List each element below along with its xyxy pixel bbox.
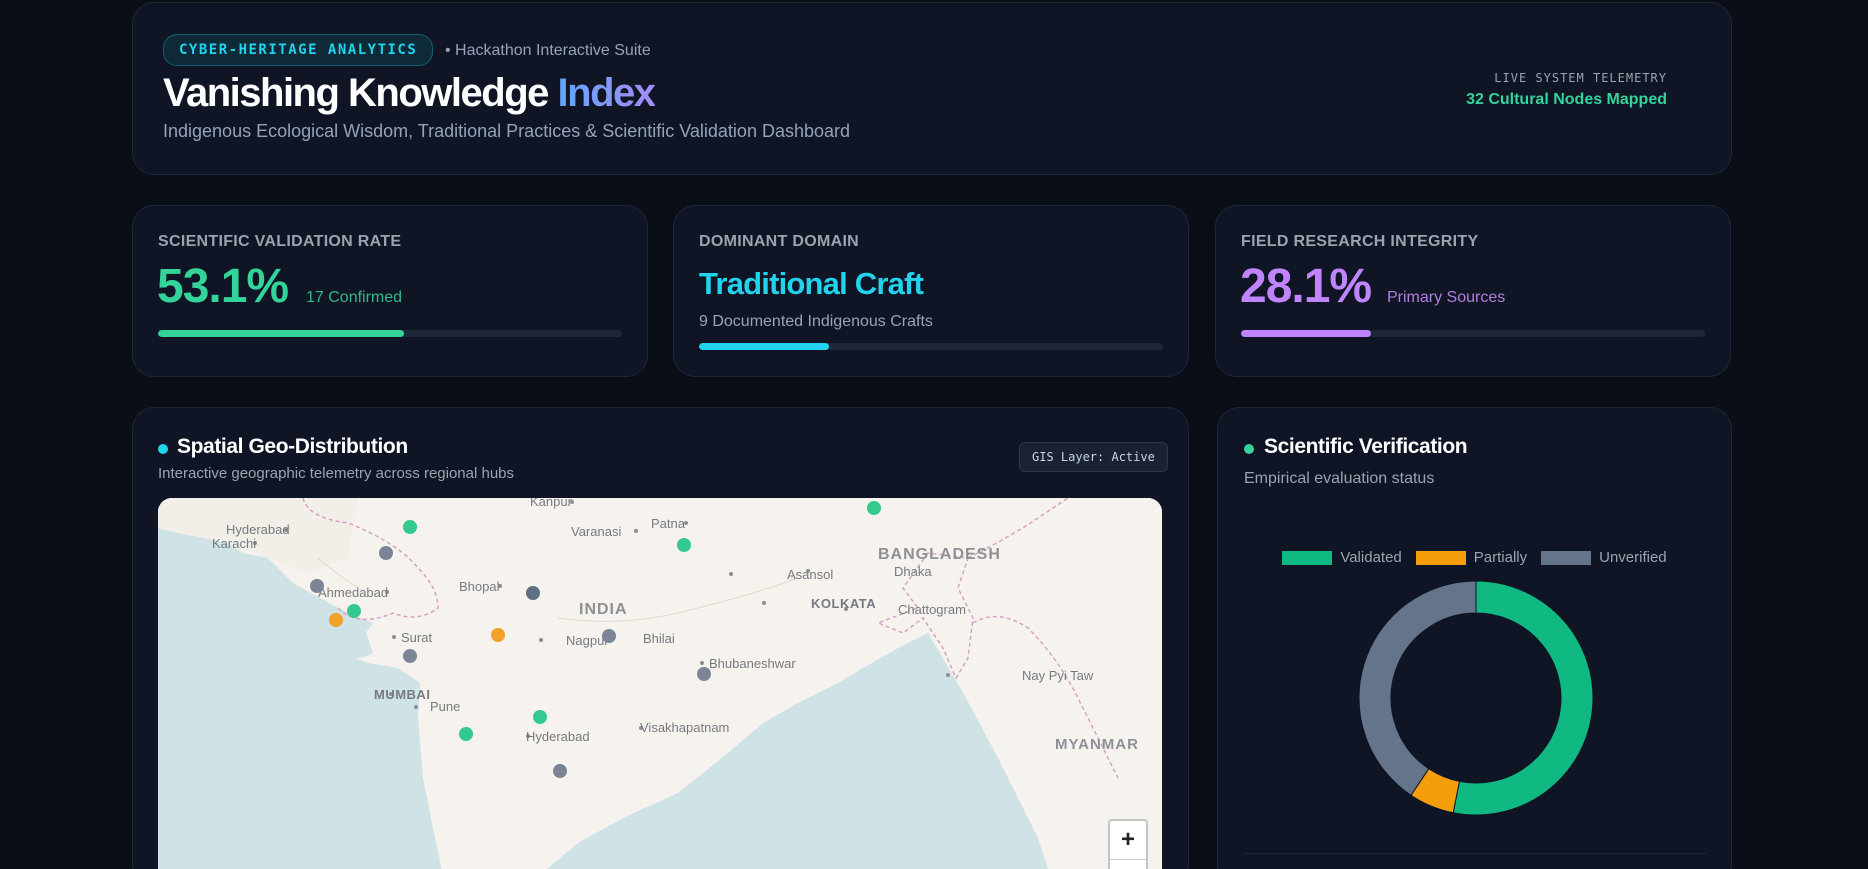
legend-item-unverified[interactable]: Unverified [1541, 549, 1667, 566]
page-title-main: Vanishing Knowledge [163, 71, 549, 115]
integrity-progress-fill [1241, 330, 1372, 337]
page-title: Vanishing Knowledge Index [163, 71, 656, 116]
suite-label: Hackathon Interactive Suite [445, 42, 651, 60]
panel-divider [1243, 853, 1706, 854]
legend-swatch [1415, 550, 1466, 565]
validation-progress-track [158, 330, 622, 337]
telemetry-label: LIVE SYSTEM TELEMETRY [1494, 71, 1667, 85]
page-title-accent: Index [557, 71, 656, 115]
map-label-hyderabad-in: Hyderabad [526, 729, 590, 744]
dominant-domain-label: DOMINANT DOMAIN [699, 233, 860, 250]
map-label-kanpur: Kanpur [530, 498, 573, 509]
map-marker-unverified[interactable] [310, 579, 324, 593]
map-marker-layer [310, 501, 881, 778]
domain-progress-fill [699, 343, 830, 350]
map-marker-validated[interactable] [403, 520, 417, 534]
validation-rate-label: SCIENTIFIC VALIDATION RATE [158, 233, 402, 250]
map-label-myanmar: MYANMAR [1055, 736, 1139, 753]
donut-slice-unverified[interactable] [1358, 580, 1477, 796]
zoom-in-button[interactable]: + [1120, 826, 1135, 853]
map-canvas[interactable]: Kanpur Hyderabad Karachi Patna Varanasi … [158, 498, 1162, 869]
map-label-mumbai: MUMBAI [374, 687, 430, 702]
map-zoom-control: + − [1108, 819, 1148, 869]
legend-label: Unverified [1599, 549, 1667, 566]
verify-panel-title: Scientific Verification [1264, 435, 1468, 458]
research-integrity-sub: Primary Sources [1387, 289, 1506, 306]
map-marker-validated[interactable] [867, 501, 881, 515]
telemetry-value: 32 Cultural Nodes Mapped [1466, 91, 1667, 108]
brand-tag: CYBER-HERITAGE ANALYTICS [163, 34, 434, 66]
research-integrity-label: FIELD RESEARCH INTEGRITY [1241, 233, 1479, 250]
dominant-domain-sub: 9 Documented Indigenous Crafts [699, 313, 933, 330]
dominant-domain-value: Traditional Craft [699, 266, 924, 301]
map-marker-validated[interactable] [677, 538, 691, 552]
map-label-bangladesh: BANGLADESH [878, 546, 1001, 563]
map-label-surat: Surat [401, 630, 432, 645]
scientific-verification-panel: Scientific Verification Empirical evalua… [1217, 407, 1732, 869]
map-marker-highlight[interactable] [526, 586, 540, 600]
geo-distribution-panel: Spatial Geo-Distribution Interactive geo… [132, 407, 1189, 869]
verification-donut-chart [1358, 580, 1594, 816]
map-marker-partial[interactable] [491, 628, 505, 642]
map-marker-unverified[interactable] [553, 764, 567, 778]
map-label-varanasi: Varanasi [571, 524, 621, 539]
validation-rate-value: 53.1% [157, 260, 289, 313]
map-label-patna: Patna [651, 516, 686, 531]
map-label-visakhapatnam: Visakhapatnam [640, 720, 729, 735]
legend-item-partially[interactable]: Partially [1415, 549, 1528, 566]
page-subtitle: Indigenous Ecological Wisdom, Traditiona… [163, 121, 851, 141]
geo-panel-title: Spatial Geo-Distribution [177, 435, 408, 458]
panel-status-dot [1244, 444, 1254, 454]
chart-legend: Validated Partially Unverified [1218, 549, 1731, 566]
map-marker-unverified[interactable] [697, 667, 711, 681]
validation-progress-fill [158, 330, 405, 337]
map-marker-unverified[interactable] [602, 629, 616, 643]
map-label-bhopal: Bhopal [459, 579, 500, 594]
map-label-dhaka: Dhaka [894, 564, 932, 579]
header-card: CYBER-HERITAGE ANALYTICS Hackathon Inter… [132, 2, 1732, 175]
map-label-asansol: Asansol [787, 567, 833, 582]
verify-panel-subtitle: Empirical evaluation status [1244, 470, 1435, 487]
map-label-india: INDIA [579, 601, 628, 618]
domain-progress-track [699, 343, 1163, 350]
validation-rate-card: SCIENTIFIC VALIDATION RATE 53.1% 17 Conf… [132, 205, 648, 377]
legend-label: Validated [1340, 549, 1402, 566]
panel-status-dot [158, 444, 168, 454]
validation-rate-sub: 17 Confirmed [306, 289, 403, 306]
map-marker-unverified[interactable] [403, 649, 417, 663]
integrity-progress-track [1241, 330, 1705, 337]
legend-swatch [1282, 550, 1333, 565]
map-label-nay-pyi-taw: Nay Pyi Taw [1022, 668, 1094, 683]
donut-slice-validated[interactable] [1452, 580, 1594, 816]
gis-layer-badge[interactable]: GIS Layer: Active [1019, 442, 1168, 472]
map-label-hyderabad-pk: Hyderabad [226, 522, 290, 537]
map-marker-unverified[interactable] [379, 546, 393, 560]
map-label-kolkata: KOLKATA [811, 596, 876, 611]
map-label-ahmedabad: Ahmedabad [318, 585, 388, 600]
geo-panel-subtitle: Interactive geographic telemetry across … [158, 465, 515, 482]
zoom-out-button[interactable]: − [1110, 859, 1146, 869]
map-marker-validated[interactable] [459, 727, 473, 741]
map-label-nagpur: Nagpur [566, 633, 609, 648]
research-integrity-card: FIELD RESEARCH INTEGRITY 28.1% Primary S… [1215, 205, 1731, 377]
research-integrity-value: 28.1% [1240, 260, 1372, 313]
dominant-domain-card: DOMINANT DOMAIN Traditional Craft 9 Docu… [673, 205, 1189, 377]
legend-label: Partially [1473, 549, 1528, 566]
map-label-karachi: Karachi [212, 536, 256, 551]
geo-map[interactable]: Kanpur Hyderabad Karachi Patna Varanasi … [158, 498, 1162, 869]
map-label-chattogram: Chattogram [898, 602, 966, 617]
map-marker-partial[interactable] [329, 613, 343, 627]
map-label-pune: Pune [430, 699, 460, 714]
legend-item-validated[interactable]: Validated [1282, 549, 1402, 566]
legend-swatch [1541, 550, 1592, 565]
map-label-bhilai: Bhilai [643, 631, 675, 646]
map-label-bhubaneshwar: Bhubaneshwar [709, 656, 796, 671]
map-marker-validated[interactable] [533, 710, 547, 724]
map-marker-validated[interactable] [347, 604, 361, 618]
